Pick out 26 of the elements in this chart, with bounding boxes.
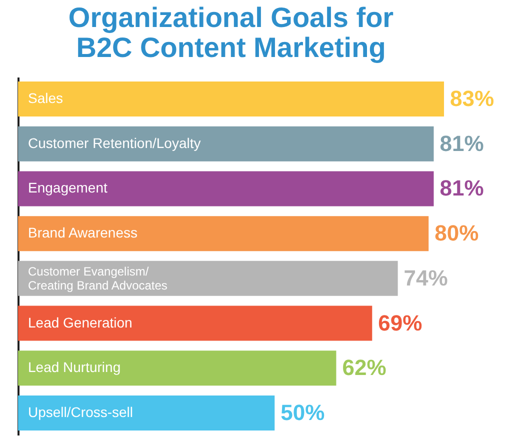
text: Organizational Goals for — [68, 2, 394, 33]
bar — [18, 396, 275, 431]
y-tick-label: Lead Generation — [28, 314, 132, 330]
data-label: 69% — [378, 310, 422, 336]
data-label: 74% — [404, 265, 448, 290]
y-tick-label: Engagement — [28, 180, 108, 196]
bar — [18, 126, 434, 162]
data-label: 81% — [440, 176, 484, 201]
bar — [18, 81, 444, 116]
category-label: Customer Evangelism/ Creating Brand Advocates — [28, 264, 168, 292]
data-label: 80% — [434, 220, 479, 246]
data-label: 81% — [440, 130, 484, 156]
y-tick-label: Brand Awareness — [28, 224, 138, 241]
text: B2C Content Marketing — [76, 32, 386, 63]
data-label: 50% — [280, 400, 325, 426]
y-tick-label: Sales — [28, 90, 64, 106]
bar — [18, 260, 398, 296]
bar — [18, 216, 429, 252]
data-label: 62% — [342, 355, 386, 380]
data-label: 83% — [450, 86, 494, 111]
y-tick-label: Lead Nurturing — [28, 359, 121, 376]
y-tick-label: Customer Retention/Loyalty — [28, 134, 201, 151]
bar — [18, 306, 372, 341]
y-tick-label: Upsell/Cross-sell — [28, 404, 134, 420]
bar — [18, 350, 336, 386]
bar — [18, 171, 434, 206]
